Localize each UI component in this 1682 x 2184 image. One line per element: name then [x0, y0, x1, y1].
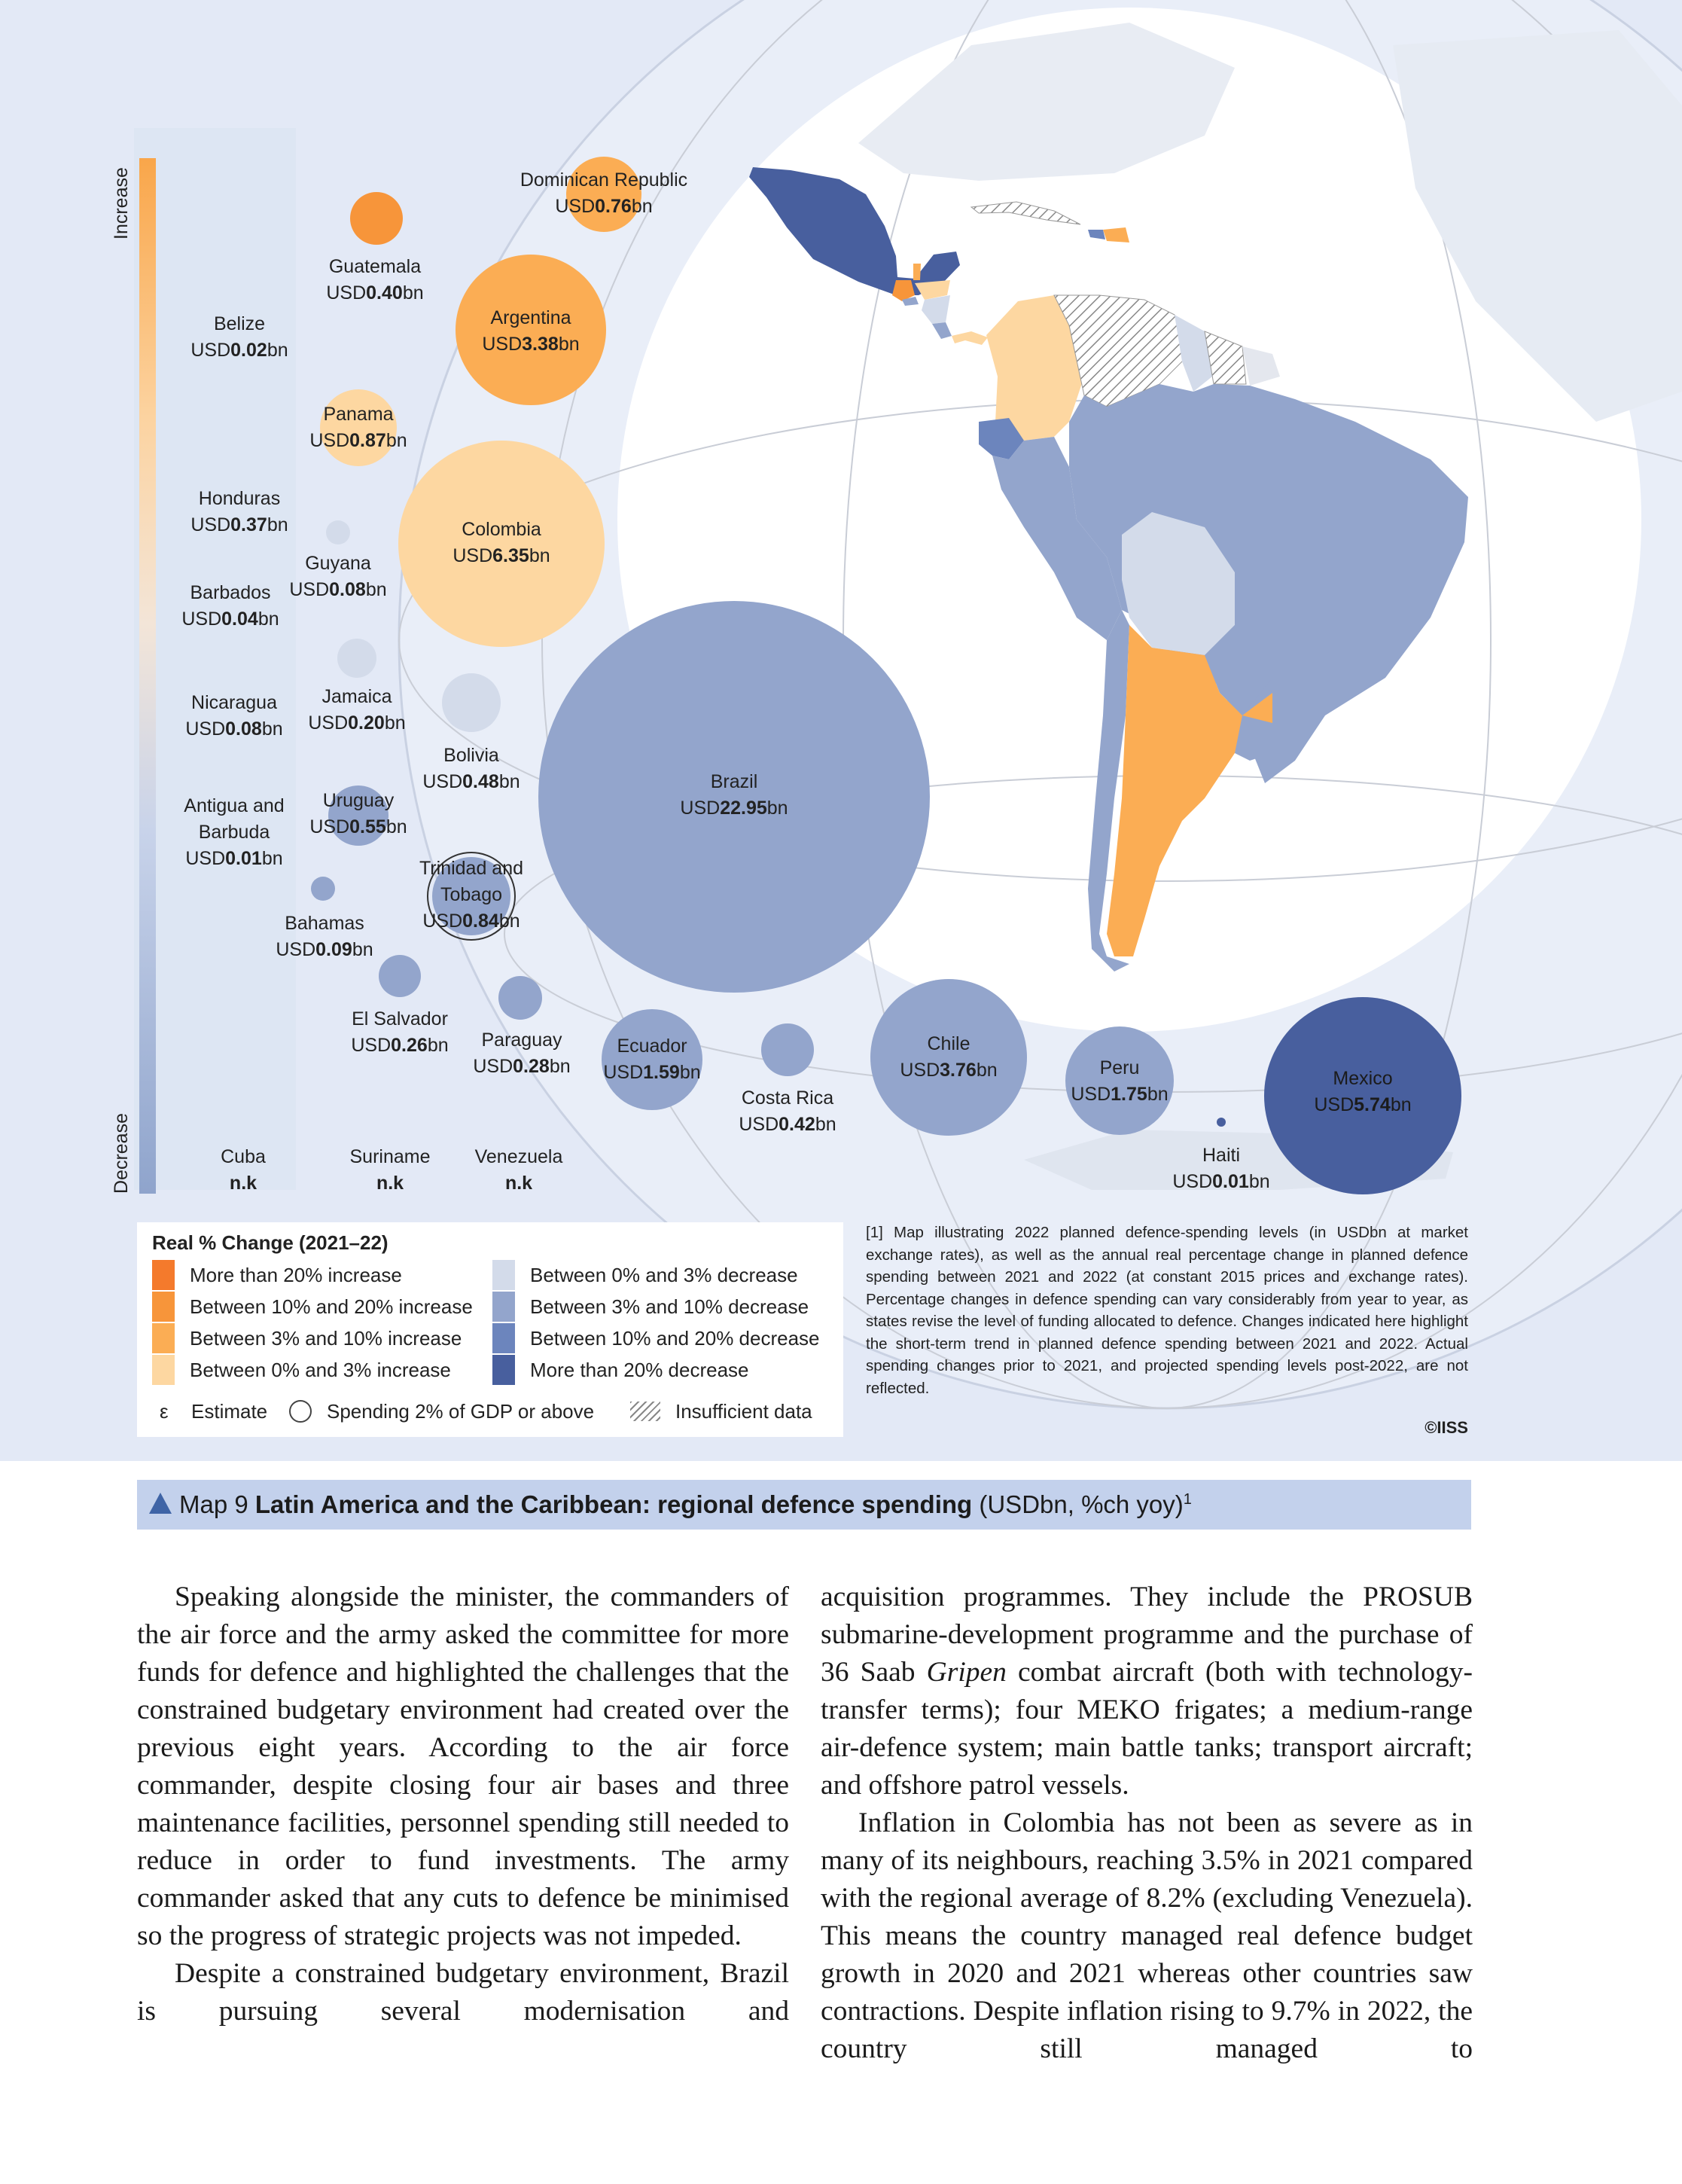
body-paragraph: Inflation in Colombia has not been as se… — [821, 1807, 1473, 2064]
scale-decrease-label: Decrease — [111, 1113, 132, 1194]
argentina-shape — [1107, 625, 1272, 956]
bubble-colombia — [398, 441, 605, 647]
suriname-shape — [1204, 331, 1247, 385]
meridian-line — [541, 0, 1682, 1409]
mexico-shape — [749, 167, 960, 295]
nicaragua-shape — [922, 295, 950, 324]
bubble-bahamas — [311, 877, 335, 901]
bubble-brazil — [538, 601, 930, 993]
label-bolivia: Bolivia USD0.48bn — [422, 745, 520, 792]
bubble-chile — [870, 979, 1027, 1136]
label-dominican-republic: Dominican Republic USD0.76bn — [520, 169, 688, 217]
bubble-dominican-republic — [566, 157, 641, 232]
bubble-bolivia — [442, 673, 501, 732]
scale-increase-label: Increase — [111, 167, 132, 239]
trinidad-gdp-ring — [427, 852, 516, 941]
label-chile: Chile USD3.76bn — [900, 1033, 998, 1081]
costa-rica-shape — [932, 322, 952, 339]
colombia-shape — [986, 295, 1084, 441]
body-paragraph: Despite a constrained budgetary environm… — [137, 1958, 789, 2027]
honduras-shape — [915, 280, 950, 300]
change-scale-gradient — [139, 158, 156, 1194]
label-mexico: Mexico USD5.74bn — [1314, 1068, 1412, 1115]
bubble-argentina — [456, 255, 606, 405]
cuba-shape — [970, 201, 1081, 225]
venezuela-shape — [1053, 294, 1190, 407]
greenland-landmass — [1393, 30, 1682, 422]
uruguay-shape — [1235, 715, 1272, 761]
guyana-shape — [1175, 315, 1212, 392]
label-venezuela: Venezuela n.k — [474, 1146, 563, 1194]
ecuador-shape — [979, 418, 1024, 459]
bubble-paraguay — [498, 976, 542, 1020]
hispaniola-haiti-shape — [1088, 230, 1105, 239]
label-jamaica: Jamaica USD0.20bn — [308, 686, 406, 734]
label-trinidad-and-tobago: Trinidad and Tobago USD0.84bn — [419, 858, 524, 932]
caption-text: Map 9 Latin America and the Caribbean: r… — [179, 1490, 1192, 1518]
label-colombia: Colombia USD6.35bn — [452, 519, 550, 566]
french-guiana-shape — [1242, 346, 1280, 386]
label-haiti: Haiti USD0.01bn — [1172, 1145, 1270, 1192]
bubble-trinidad-and-tobago — [432, 857, 510, 935]
hatch-icon — [630, 1402, 660, 1421]
bubble-el-salvador — [379, 955, 421, 997]
label-ecuador: Ecuador USD1.59bn — [603, 1036, 701, 1083]
body-column-left: Speaking alongside the minister, the com… — [137, 1579, 789, 2030]
label-bahamas: Bahamas USD0.09bn — [276, 913, 373, 960]
bubble-panama — [320, 389, 397, 466]
chile-shape — [1088, 610, 1129, 972]
map-graphic — [213, 0, 1682, 1410]
label-barbados: Barbados USD0.04bn — [181, 582, 279, 630]
bubble-haiti — [1217, 1118, 1226, 1127]
gdp-ring-icon — [289, 1400, 312, 1423]
change-scale-panel — [134, 128, 296, 1190]
label-uruguay: Uruguay USD0.55bn — [309, 790, 407, 837]
bubble-mexico — [1264, 997, 1461, 1194]
legend: Real % Change (2021–22) More than 20% in… — [137, 1222, 843, 1437]
bubble-costa-rica — [761, 1023, 814, 1076]
guatemala-shape — [892, 280, 915, 301]
body-paragraph: Speaking alongside the minister, the com… — [137, 1582, 789, 1951]
bolivia-shape — [1122, 512, 1235, 655]
bubble-peru — [1065, 1026, 1174, 1135]
bubble-guyana — [326, 520, 350, 544]
copyright: ©IISS — [1425, 1418, 1468, 1437]
peru-shape — [992, 437, 1122, 640]
bubble-ecuador — [602, 1009, 702, 1110]
caption-bar: Map 9 Latin America and the Caribbean: r… — [137, 1480, 1471, 1530]
label-peru: Peru USD1.75bn — [1071, 1057, 1169, 1105]
label-guyana: Guyana USD0.08bn — [289, 553, 387, 600]
panama-shape — [952, 331, 988, 345]
label-honduras: Honduras USD0.37bn — [190, 488, 288, 535]
label-paraguay: Paraguay USD0.28bn — [473, 1029, 571, 1077]
label-costa-rica: Costa Rica USD0.42bn — [739, 1087, 836, 1135]
label-cuba: Cuba n.k — [221, 1146, 266, 1194]
label-guatemala: Guatemala USD0.40bn — [326, 256, 424, 304]
label-argentina: Argentina USD3.38bn — [482, 307, 580, 355]
body-paragraph: acquisition programmes. They include the… — [821, 1582, 1473, 1801]
bubble-uruguay — [328, 785, 389, 846]
north-america-landmass — [858, 23, 1235, 181]
belize-shape — [913, 264, 921, 280]
triangle-icon — [149, 1493, 172, 1514]
map-panel: Increase Decrease Dominican Republic USD0… — [0, 0, 1682, 1461]
label-brazil: Brazil USD22.95bn — [680, 771, 788, 819]
estimate-symbol: ε — [160, 1400, 169, 1423]
hispaniola-dominican-shape — [1103, 227, 1129, 242]
label-suriname: Suriname n.k — [349, 1146, 431, 1194]
label-belize: Belize USD0.02bn — [190, 313, 288, 361]
brazil-shape — [1069, 384, 1468, 783]
label-panama: Panama USD0.87bn — [309, 404, 407, 451]
body-column-right: acquisition programmes. They include the… — [821, 1579, 1473, 2068]
label-el-salvador: El Salvador USD0.26bn — [351, 1008, 449, 1056]
legend-title: Real % Change (2021–22) — [152, 1231, 389, 1254]
label-antigua-and-barbuda: Antigua and Barbuda USD0.01bn — [184, 795, 285, 869]
footnote: [1] Map illustrating 2022 planned defenc… — [866, 1224, 1468, 1397]
bubble-guatemala — [350, 192, 403, 245]
label-nicaragua: Nicaragua USD0.08bn — [185, 692, 283, 740]
el-salvador-shape — [902, 297, 919, 306]
paraguay-shape — [1205, 625, 1272, 715]
bubble-jamaica — [337, 639, 376, 678]
legend-estimate: ε Estimate — [160, 1400, 268, 1423]
